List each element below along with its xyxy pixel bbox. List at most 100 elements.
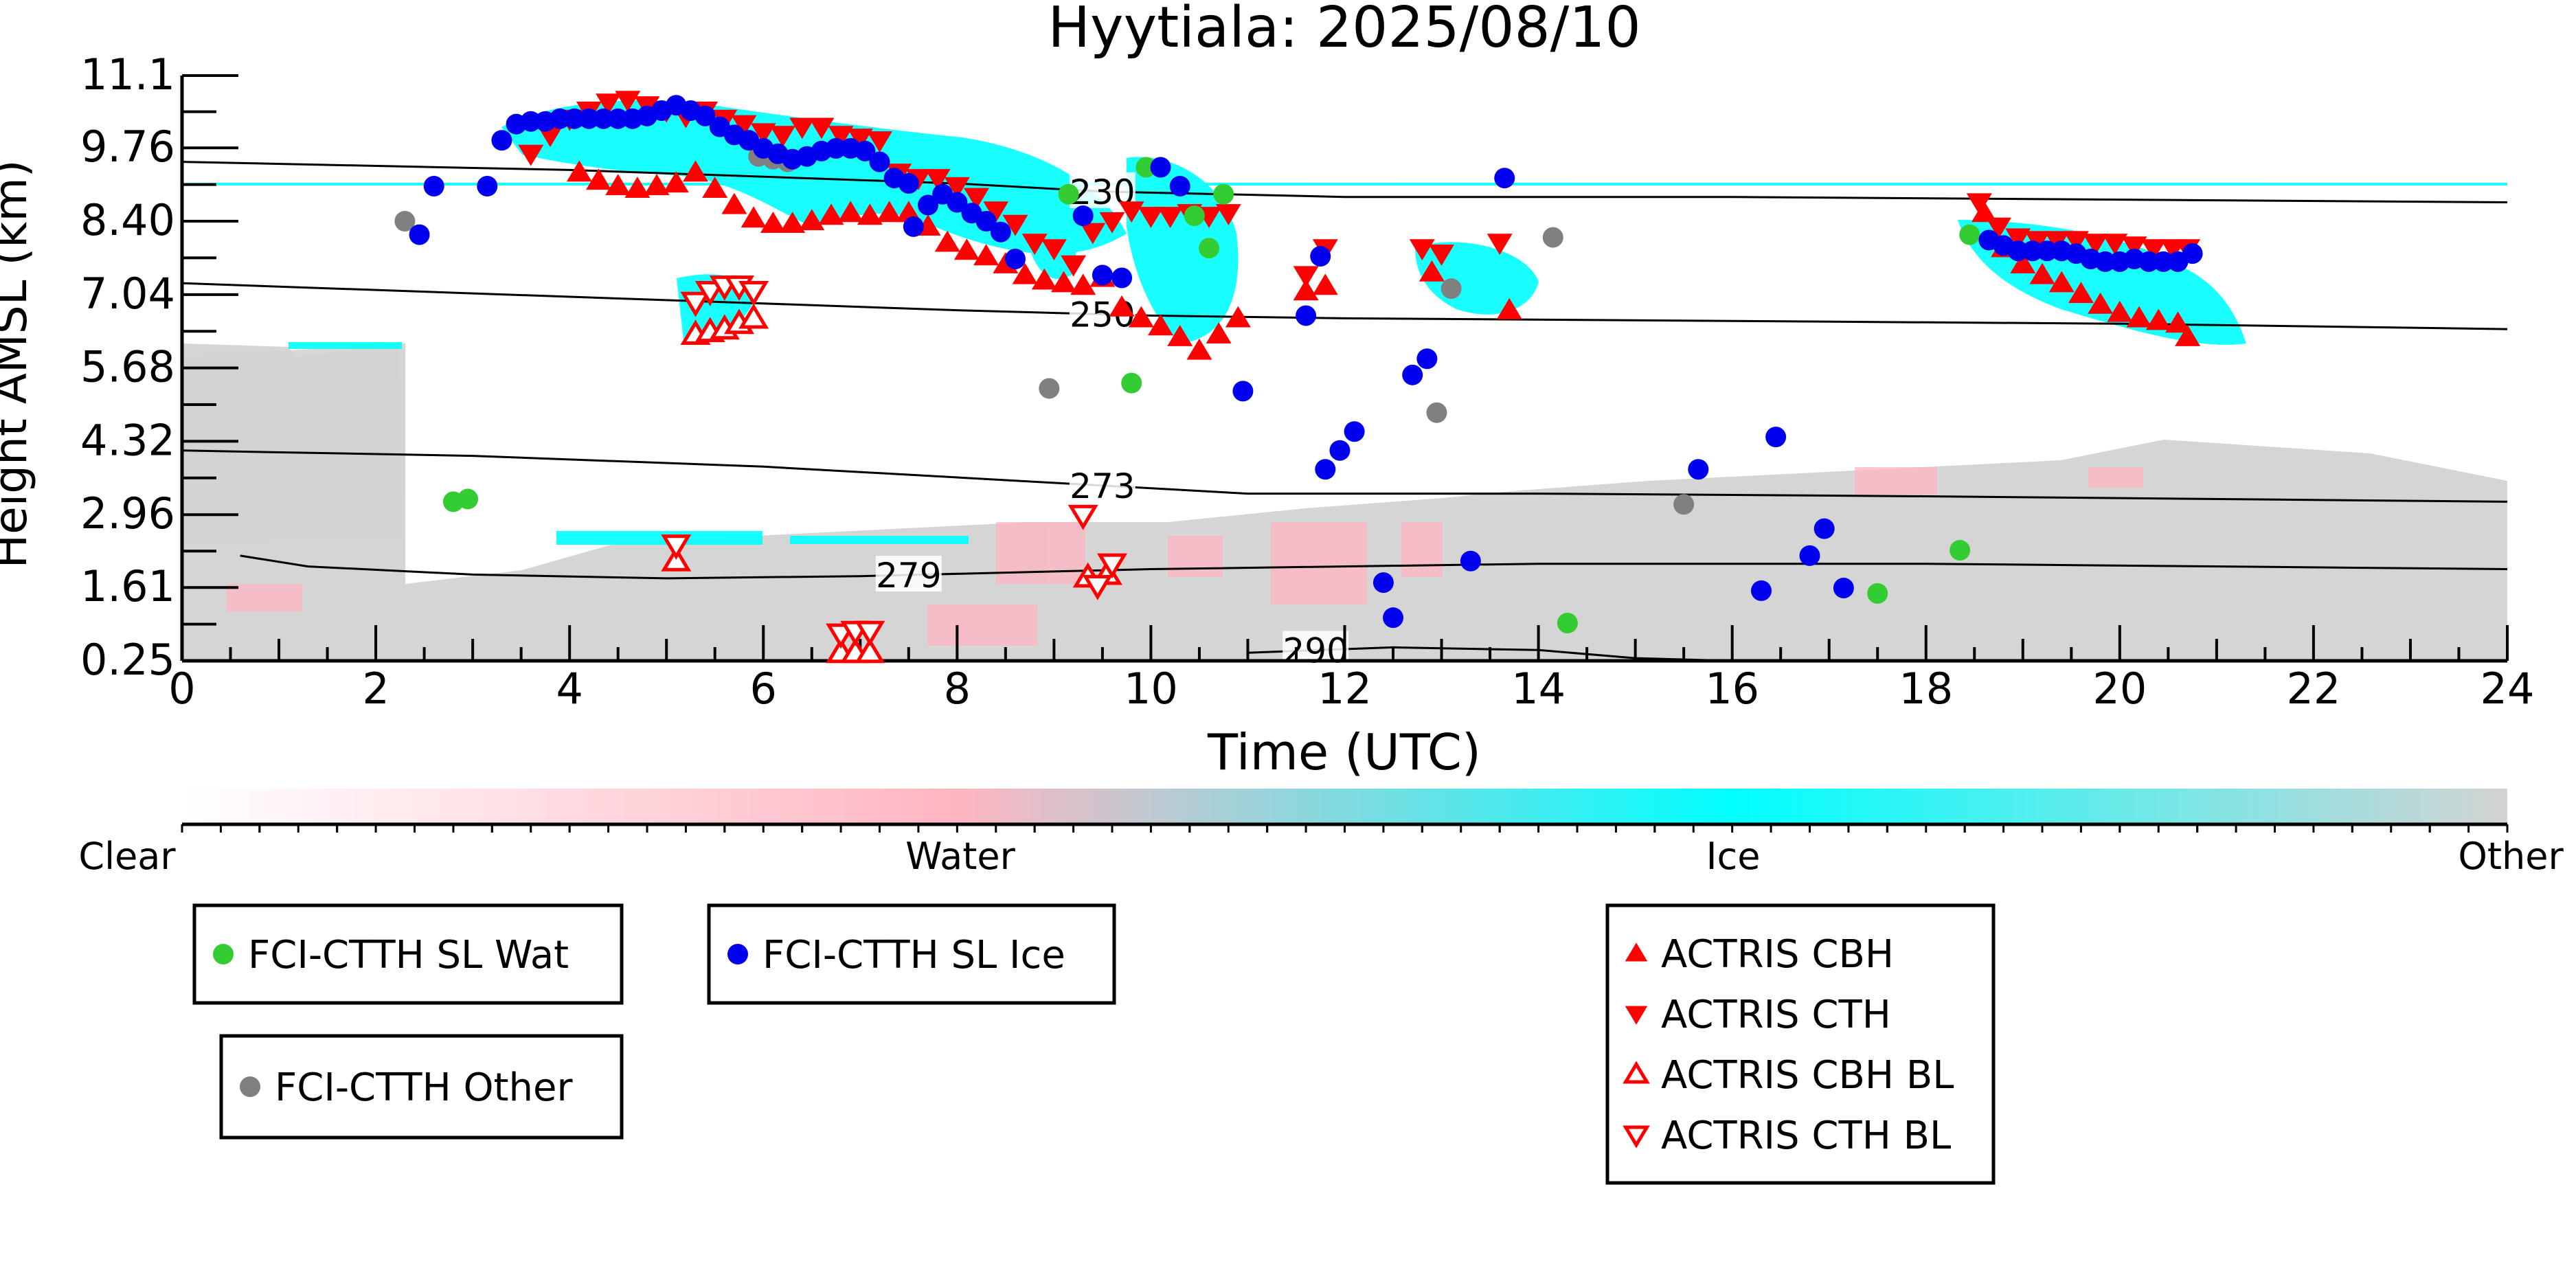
data-point	[818, 203, 844, 225]
legend-marker	[1625, 942, 1648, 962]
data-point	[925, 169, 951, 190]
data-point	[837, 201, 863, 223]
x-tick-label: 20	[2092, 664, 2147, 714]
data-point	[564, 108, 585, 129]
data-point	[947, 192, 968, 213]
data-point	[741, 206, 767, 228]
data-point	[877, 201, 903, 223]
data-point	[694, 105, 716, 126]
legend-box: FCI-CTTH Other	[219, 1034, 624, 1140]
data-point	[1986, 217, 2011, 239]
y-tick-label: 0.25	[80, 635, 175, 685]
legend-label: FCI-CTTH Other	[275, 1065, 573, 1110]
data-point	[1426, 402, 1447, 423]
legend-box: ACTRIS CBH ACTRIS CTH ACTRIS CBH BL ACTRIS …	[1605, 903, 1996, 1185]
legend-label: FCI-CTTH SL Wat	[248, 933, 569, 978]
x-tick-label: 14	[1511, 664, 1566, 714]
data-point	[1688, 459, 1709, 480]
y-tick-label: 4.32	[80, 415, 175, 465]
x-axis-label: Time (UTC)	[1207, 723, 1481, 781]
x-tick-label: 6	[750, 664, 777, 714]
data-point	[1750, 580, 1772, 601]
data-point	[750, 123, 776, 145]
data-point	[2048, 271, 2075, 293]
data-point	[1031, 268, 1057, 290]
legend-marker	[1623, 1125, 1650, 1149]
data-point	[1111, 267, 1133, 289]
data-point	[1213, 183, 1234, 205]
data-point	[2138, 251, 2160, 272]
data-point	[898, 173, 919, 194]
data-point	[1128, 306, 1154, 328]
x-tick-label: 24	[2481, 664, 2535, 714]
x-tick-label: 2	[362, 664, 389, 714]
data-point	[1959, 224, 1980, 245]
data-point	[409, 224, 430, 245]
data-point	[1833, 577, 1854, 598]
data-point	[855, 140, 876, 161]
data-point	[2063, 231, 2089, 253]
data-point	[867, 131, 892, 152]
data-point	[593, 108, 614, 129]
x-axis-ticks: 0 2 4 6 8 10 12 14 16 18 20 22 24	[168, 625, 2534, 714]
data-point	[1799, 545, 1820, 566]
data-point	[1021, 234, 1048, 256]
data-point	[624, 177, 651, 198]
data-point	[918, 194, 939, 216]
data-point	[1232, 381, 1254, 402]
data-point	[2145, 308, 2171, 330]
data-point	[1867, 583, 1888, 604]
data-point	[663, 171, 689, 193]
x-tick-label: 10	[1124, 664, 1178, 714]
y-tick-label: 8.40	[80, 195, 175, 245]
data-point	[2005, 228, 2031, 250]
contour-label: 279	[876, 556, 941, 596]
data-point	[1121, 372, 1142, 394]
data-point	[1542, 227, 1563, 248]
data-point	[1061, 255, 1087, 277]
data-point	[2165, 311, 2191, 333]
data-point	[857, 203, 883, 225]
legend-marker	[1623, 1061, 1650, 1084]
legend-label: ACTRIS CBH	[1661, 932, 1894, 977]
contour-label: 290	[1283, 631, 1348, 671]
data-point	[1099, 212, 1125, 234]
data-point	[1199, 238, 1220, 259]
data-point	[944, 177, 970, 199]
legend-marker	[213, 944, 234, 964]
data-point	[973, 244, 999, 266]
series-fci-ctth-sl-wat	[442, 157, 1980, 634]
y-tick-label: 9.76	[80, 122, 175, 172]
y-axis-label: Height AMSL (km)	[0, 160, 37, 569]
data-point	[1082, 575, 1113, 600]
series-actris-cth-bl	[661, 275, 1128, 649]
data-point	[1206, 322, 1232, 343]
chart-title: Hyytiala: 2025/08/10	[1048, 0, 1640, 60]
data-point	[738, 281, 769, 306]
data-point	[1184, 205, 1205, 227]
data-point	[789, 117, 815, 139]
data-point	[578, 108, 600, 129]
contour-line	[181, 449, 2508, 503]
contour-line	[181, 161, 2508, 203]
data-point	[738, 303, 769, 329]
data-point	[1557, 613, 1578, 634]
contour-label: 273	[1070, 466, 1135, 506]
data-point	[1312, 273, 1338, 295]
data-point	[596, 93, 622, 115]
data-point	[964, 188, 989, 210]
contour-label-bg	[1069, 466, 1136, 502]
data-point	[2153, 251, 2174, 272]
legend-frame	[219, 1034, 624, 1140]
data-point	[1296, 305, 1317, 326]
series-actris-cbh-bl	[661, 303, 1122, 664]
y-tick-label: 1.61	[80, 561, 175, 611]
data-point	[1169, 175, 1190, 196]
data-point	[855, 637, 885, 664]
data-point	[1157, 207, 1184, 228]
data-point	[2022, 240, 2043, 262]
data-point	[477, 175, 498, 196]
data-point	[1950, 540, 1971, 561]
other-upper-field	[182, 343, 402, 543]
